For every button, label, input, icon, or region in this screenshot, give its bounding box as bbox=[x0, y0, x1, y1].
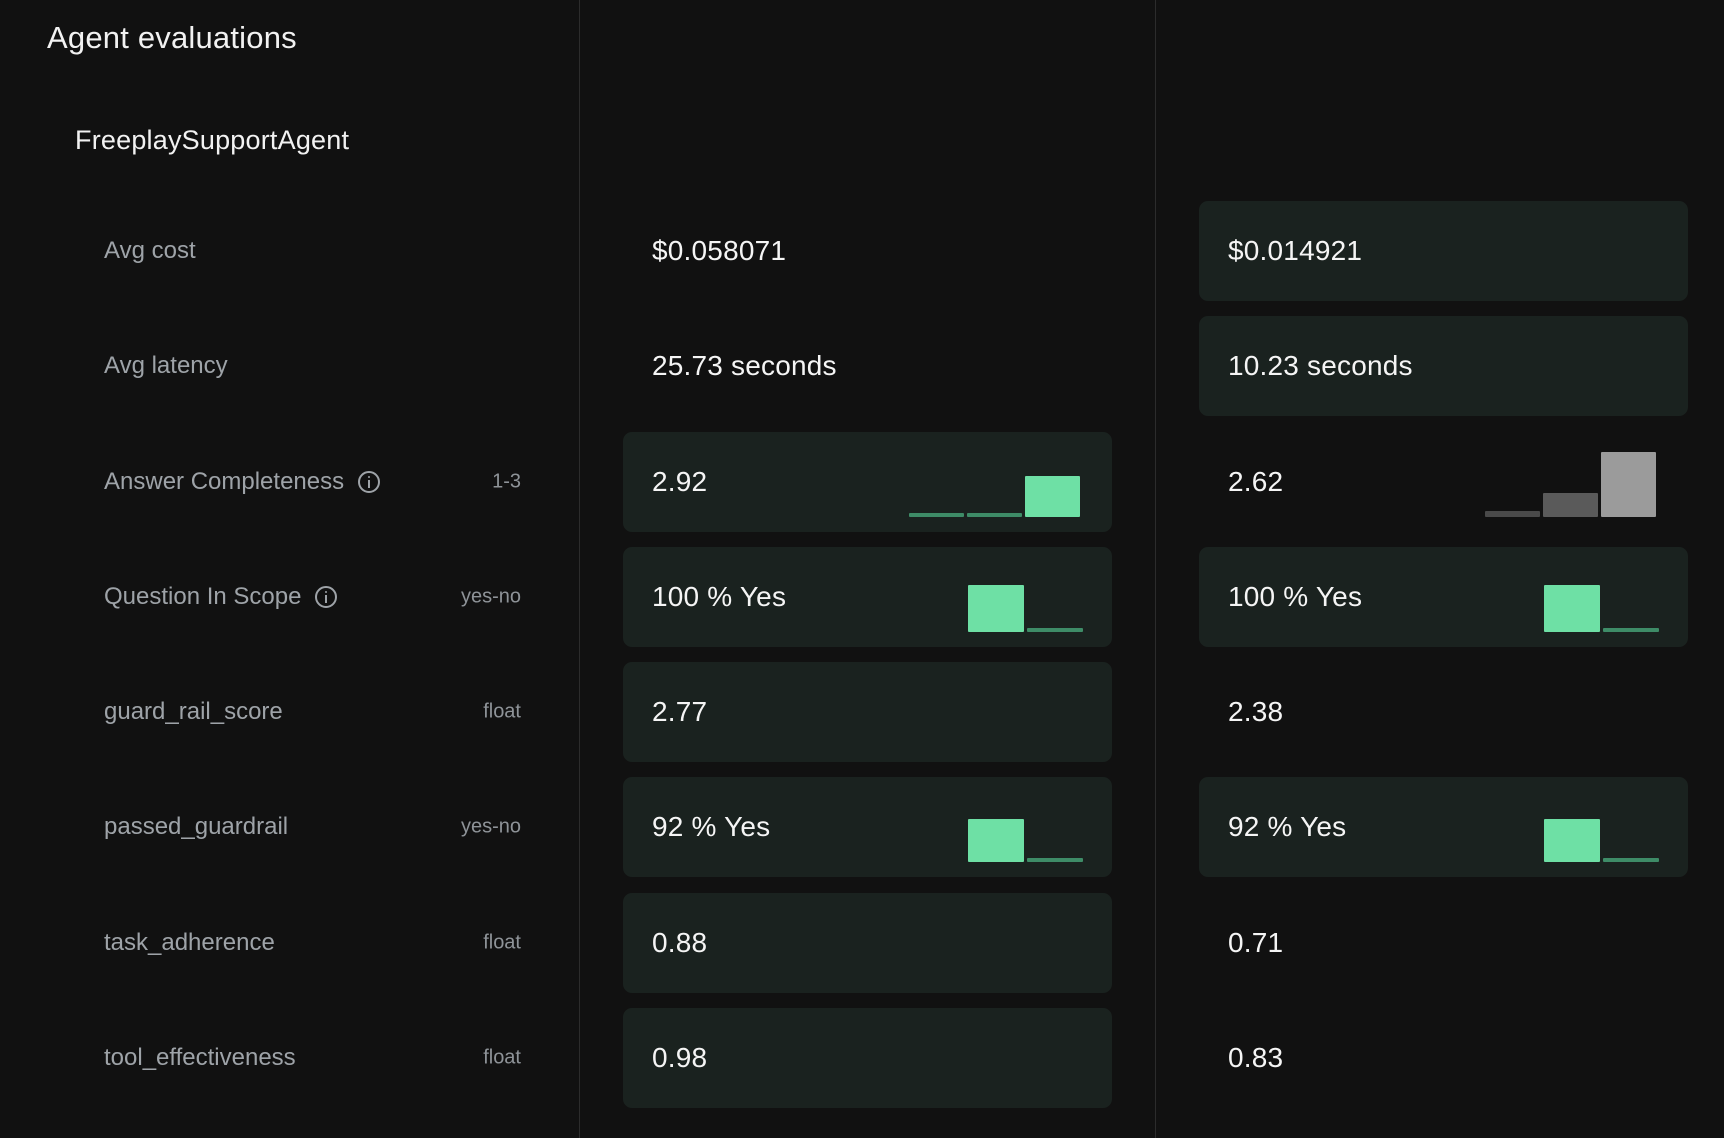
metric-value: 92 % Yes bbox=[1228, 811, 1347, 842]
histogram-bar-yes bbox=[1544, 819, 1600, 862]
column-divider-right bbox=[1155, 0, 1156, 1138]
metric-row-avg-cost: Avg cost $0.058071 $0.014921 bbox=[0, 201, 1724, 301]
histogram-bar-yes bbox=[968, 819, 1024, 862]
metric-cell-run-2[interactable]: 2.38 bbox=[1199, 662, 1688, 762]
metric-row-passed-guardrail: passed_guardrail yes-no 92 % Yes 92 % Ye… bbox=[0, 777, 1724, 877]
metric-cell-run-1[interactable]: 92 % Yes bbox=[623, 777, 1112, 877]
histogram-bar-yes bbox=[968, 585, 1024, 632]
yes-no-histogram bbox=[968, 585, 1083, 632]
metric-cell-run-1[interactable]: 25.73 seconds bbox=[623, 316, 1112, 416]
metric-value: 0.88 bbox=[652, 927, 708, 958]
histogram-bar bbox=[967, 513, 1022, 517]
info-icon[interactable] bbox=[315, 586, 338, 608]
metric-value: 100 % Yes bbox=[652, 581, 787, 612]
histogram-bar bbox=[909, 513, 964, 517]
metric-cell-run-2[interactable]: 10.23 seconds bbox=[1199, 316, 1688, 416]
metric-value: 0.71 bbox=[1228, 927, 1284, 958]
metric-row-question-in-scope: Question In Scope yes-no 100 % Yes 100 %… bbox=[0, 547, 1724, 647]
metric-type-tag: float bbox=[483, 700, 521, 723]
yes-no-histogram bbox=[1544, 819, 1659, 862]
metric-value: 0.98 bbox=[652, 1042, 708, 1073]
metric-cell-run-2[interactable]: 0.71 bbox=[1199, 893, 1688, 993]
histogram-bar-no bbox=[1603, 858, 1659, 862]
metric-row-avg-latency: Avg latency 25.73 seconds 10.23 seconds bbox=[0, 316, 1724, 416]
metric-label: Question In Scope bbox=[104, 583, 338, 611]
metric-cell-run-1[interactable]: $0.058071 bbox=[623, 201, 1112, 301]
metric-type-tag: float bbox=[483, 931, 521, 954]
metric-cell-run-1[interactable]: 100 % Yes bbox=[623, 547, 1112, 647]
metric-label: Avg latency bbox=[104, 352, 228, 380]
metric-cell-run-1[interactable]: 0.98 bbox=[623, 1008, 1112, 1108]
metric-cell-run-2[interactable]: 92 % Yes bbox=[1199, 777, 1688, 877]
info-icon[interactable] bbox=[358, 471, 381, 493]
metric-row-tool-effectiveness: tool_effectiveness float 0.98 0.83 bbox=[0, 1008, 1724, 1108]
metric-label: passed_guardrail bbox=[104, 813, 288, 841]
metric-row-task-adherence: task_adherence float 0.88 0.71 bbox=[0, 893, 1724, 993]
yes-no-histogram bbox=[968, 819, 1083, 862]
metric-cell-run-2[interactable]: $0.014921 bbox=[1199, 201, 1688, 301]
metric-label: tool_effectiveness bbox=[104, 1044, 296, 1072]
metric-value: 10.23 seconds bbox=[1228, 350, 1413, 381]
metric-cell-run-1[interactable]: 0.88 bbox=[623, 893, 1112, 993]
metric-label-text: passed_guardrail bbox=[104, 813, 289, 840]
metric-row-guard-rail-score: guard_rail_score float 2.77 2.38 bbox=[0, 662, 1724, 762]
histogram-bar-yes bbox=[1544, 585, 1600, 632]
metric-value: 25.73 seconds bbox=[652, 350, 837, 381]
metric-label-text: Avg cost bbox=[104, 237, 196, 264]
metric-type-tag: 1-3 bbox=[492, 470, 521, 493]
metric-cell-run-2[interactable]: 0.83 bbox=[1199, 1008, 1688, 1108]
metric-label-text: Avg latency bbox=[104, 352, 228, 379]
histogram-bar-no bbox=[1603, 628, 1659, 632]
metric-value: 2.62 bbox=[1228, 466, 1284, 497]
column-divider-left bbox=[579, 0, 580, 1138]
metric-label: Avg cost bbox=[104, 237, 196, 265]
metric-value: 2.38 bbox=[1228, 696, 1284, 727]
histogram-bar bbox=[1485, 511, 1540, 517]
metric-cell-run-1[interactable]: 2.77 bbox=[623, 662, 1112, 762]
histogram-bar bbox=[1543, 493, 1598, 517]
score-histogram bbox=[1485, 452, 1656, 517]
metric-type-tag: float bbox=[483, 1046, 521, 1069]
metric-cell-run-1[interactable]: 2.92 bbox=[623, 432, 1112, 532]
metric-label-text: tool_effectiveness bbox=[104, 1044, 296, 1071]
metric-value: 92 % Yes bbox=[652, 811, 771, 842]
metric-label-text: guard_rail_score bbox=[104, 698, 283, 725]
agent-name: FreeplaySupportAgent bbox=[75, 125, 350, 155]
metric-cell-run-2[interactable]: 100 % Yes bbox=[1199, 547, 1688, 647]
histogram-bar-no bbox=[1027, 858, 1083, 862]
metric-value: 100 % Yes bbox=[1228, 581, 1363, 612]
page-title: Agent evaluations bbox=[47, 20, 297, 55]
histogram-bar bbox=[1025, 476, 1080, 517]
metric-value: 2.77 bbox=[652, 696, 708, 727]
metric-label-text: Question In Scope bbox=[104, 583, 302, 610]
histogram-bar-no bbox=[1027, 628, 1083, 632]
metric-label: Answer Completeness bbox=[104, 468, 381, 496]
metric-label-text: Answer Completeness bbox=[104, 468, 345, 495]
metric-label-text: task_adherence bbox=[104, 929, 275, 956]
metric-value: $0.014921 bbox=[1228, 235, 1363, 266]
metric-value: 0.83 bbox=[1228, 1042, 1284, 1073]
metric-type-tag: yes-no bbox=[460, 585, 521, 608]
metric-value: 2.92 bbox=[652, 466, 708, 497]
metric-value: $0.058071 bbox=[652, 235, 787, 266]
histogram-bar bbox=[1601, 452, 1656, 517]
metric-label: guard_rail_score bbox=[104, 698, 283, 726]
metric-label: task_adherence bbox=[104, 929, 275, 957]
metric-type-tag: yes-no bbox=[460, 815, 521, 838]
metric-cell-run-2[interactable]: 2.62 bbox=[1199, 432, 1688, 532]
score-histogram bbox=[909, 476, 1080, 517]
yes-no-histogram bbox=[1544, 585, 1659, 632]
metric-row-answer-completeness: Answer Completeness 1-3 2.92 2.62 bbox=[0, 432, 1724, 532]
